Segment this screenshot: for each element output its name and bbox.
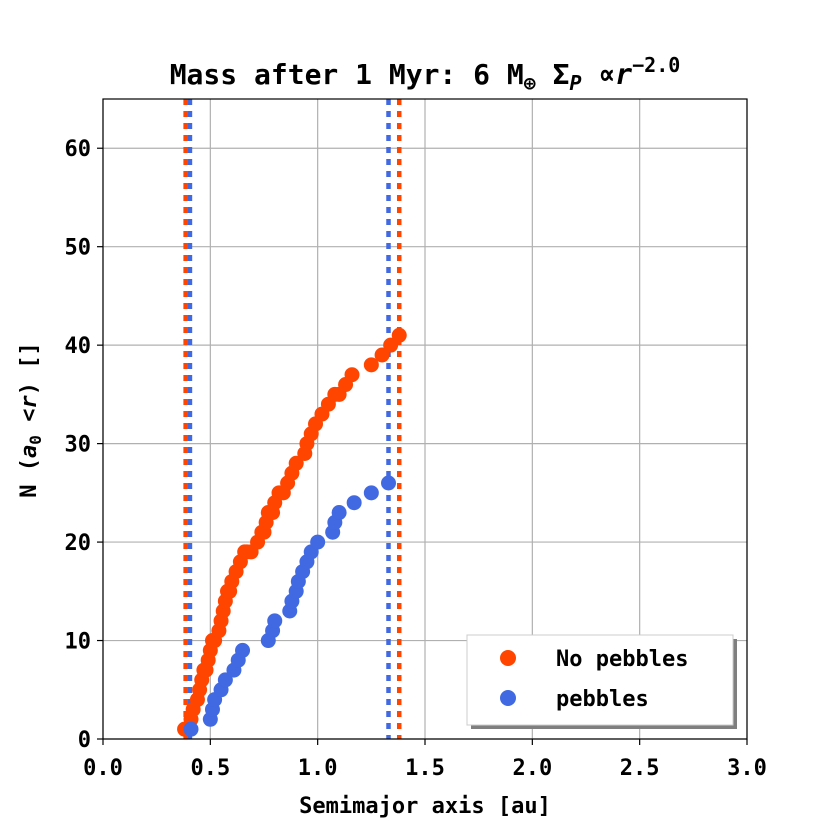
y-tick-label: 10 xyxy=(65,630,92,655)
y-axis-label: N (a0 <r) [] xyxy=(17,342,45,497)
point-pebbles xyxy=(363,485,379,501)
x-tick-label: 2.0 xyxy=(512,756,552,781)
point-pebbles xyxy=(331,505,347,521)
y-tick-label: 50 xyxy=(65,236,92,261)
x-tick-label: 1.5 xyxy=(405,756,445,781)
legend-label-no-pebbles: No pebbles xyxy=(556,647,688,672)
x-axis-label: Semimajor axis [au] xyxy=(299,794,551,819)
chart-title: Mass after 1 Myr: 6 M⊕ ΣP ∝r−2.0 xyxy=(170,53,681,95)
y-tick-label: 30 xyxy=(65,433,92,458)
ticks: 0.0 0.5 1.0 1.5 2.0 2.5 3.0 0 10 20 30 40 50 60 xyxy=(65,137,767,781)
x-tick-label: 0.5 xyxy=(190,756,230,781)
point-pebbles xyxy=(235,642,251,658)
y-tick-label: 20 xyxy=(65,531,92,556)
y-tick-label: 60 xyxy=(65,137,92,162)
point-pebbles xyxy=(381,475,397,491)
x-tick-label: 2.5 xyxy=(620,756,660,781)
data-points xyxy=(177,327,407,737)
reference-lines xyxy=(183,99,402,739)
point-pebbles xyxy=(217,672,233,688)
x-tick-label: 1.0 xyxy=(298,756,338,781)
point-no-pebbles xyxy=(344,367,360,383)
point-no-pebbles xyxy=(363,357,379,373)
legend-label-pebbles: pebbles xyxy=(556,687,649,712)
point-pebbles xyxy=(346,495,362,511)
grid xyxy=(102,99,748,740)
legend: No pebbles pebbles xyxy=(466,634,737,729)
legend-marker-no-pebbles xyxy=(500,650,516,666)
point-pebbles xyxy=(267,613,283,629)
point-pebbles xyxy=(310,534,326,550)
x-tick-label: 3.0 xyxy=(727,756,767,781)
legend-marker-pebbles xyxy=(500,690,516,706)
point-no-pebbles xyxy=(288,455,304,471)
point-no-pebbles xyxy=(374,347,390,363)
x-tick-label: 0.0 xyxy=(83,756,123,781)
point-pebbles xyxy=(183,721,199,737)
point-no-pebbles xyxy=(391,327,407,343)
y-tick-label: 40 xyxy=(65,334,92,359)
y-tick-label: 0 xyxy=(78,728,91,753)
legend-box xyxy=(466,634,734,726)
point-no-pebbles xyxy=(383,337,399,353)
